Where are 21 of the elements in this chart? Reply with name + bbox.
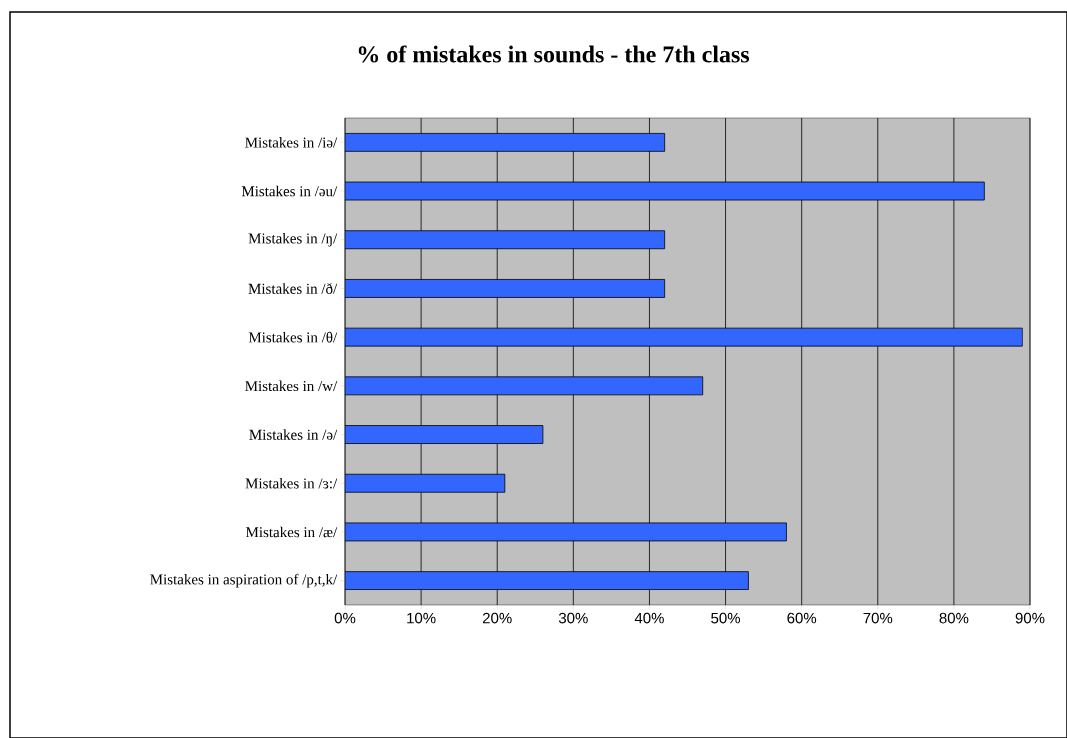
x-tick-label: 90% [1015, 612, 1045, 624]
chart-title: % of mistakes in sounds - the 7th class [358, 45, 750, 63]
y-tick-label: Mistakes in /θ/ [248, 331, 338, 343]
x-tick-label: 10% [407, 612, 436, 624]
x-tick-label: 80% [939, 612, 969, 624]
y-tick-label: Mistakes in /w/ [245, 380, 338, 392]
y-tick-label: Mistakes in /əu/ [241, 185, 338, 197]
x-tick-label: 70% [863, 612, 893, 624]
x-tick-label: 30% [558, 612, 588, 624]
y-tick-label: Mistakes in /æ/ [245, 526, 338, 538]
y-tick-label: Mistakes in /iə/ [245, 137, 338, 148]
x-tick-label: 20% [482, 612, 512, 624]
x-tick-label: 50% [711, 612, 741, 624]
y-tick-label: Mistakes in /ð/ [248, 283, 338, 294]
y-tick-label: Mistakes in /ɜ:/ [245, 477, 338, 489]
y-tick-label: Mistakes in aspiration of /p,t,k/ [150, 573, 338, 588]
x-tick-label: 40% [634, 612, 664, 624]
x-tick-label: 60% [787, 612, 817, 624]
y-tick-label: Mistakes in /ŋ/ [248, 232, 338, 247]
x-tick-label: 0% [334, 612, 356, 624]
y-tick-label: Mistakes in /ə/ [249, 429, 338, 440]
